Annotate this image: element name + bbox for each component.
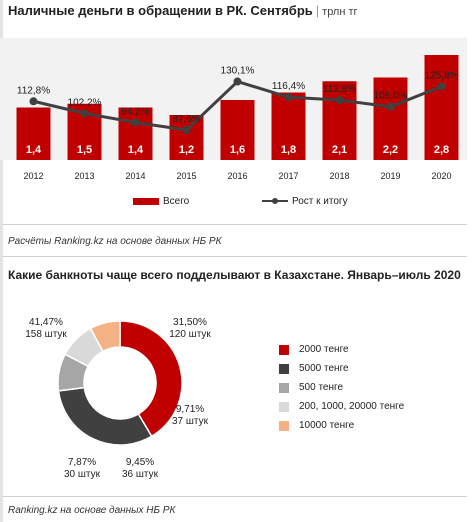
bar-2017 bbox=[271, 92, 306, 160]
legend-label: 5000 тенге bbox=[299, 363, 349, 374]
legend-swatch bbox=[279, 383, 289, 393]
title-separator: | bbox=[315, 3, 320, 18]
growth-point bbox=[437, 82, 446, 91]
growth-point bbox=[386, 102, 395, 111]
donut-slice-4 bbox=[89, 320, 121, 353]
slice-count-label: 36 штук bbox=[122, 469, 159, 480]
chart-title: Наличные деньги в обращении в РК. Сентяб… bbox=[8, 3, 313, 18]
bar-line-chart: 1,4 2012 1,5 2013 1,4 2014 1,2 2015 1,6 2016 1,8 20… bbox=[16, 55, 459, 181]
bar-value-label: 1,5 bbox=[77, 144, 92, 156]
bar-value-label: 2,8 bbox=[434, 144, 449, 156]
bar-value-label: 1,6 bbox=[230, 144, 245, 156]
bar-2014 bbox=[118, 107, 153, 160]
slice-percent-label: 31,50% bbox=[173, 317, 207, 328]
growth-value-label: 112,8% bbox=[17, 85, 50, 96]
legend-label: 500 тенге bbox=[299, 382, 344, 393]
growth-point bbox=[335, 96, 344, 105]
growth-value-label: 130,1% bbox=[221, 66, 255, 77]
year-tick-label: 2020 bbox=[431, 171, 451, 181]
donut-slice-1 bbox=[57, 386, 153, 446]
donut-slice-0 bbox=[119, 320, 183, 438]
slice-percent-label: 9,45% bbox=[126, 457, 154, 468]
legend-swatch bbox=[279, 421, 289, 431]
legend-swatch bbox=[279, 402, 289, 412]
growth-point bbox=[29, 97, 38, 106]
growth-point bbox=[284, 93, 293, 102]
legend-total: Всего bbox=[133, 196, 189, 207]
growth-point bbox=[182, 126, 191, 134]
bar-value-label: 1,4 bbox=[26, 144, 42, 156]
page-title: Наличные деньги в обращении в РК. Сентяб… bbox=[8, 3, 358, 18]
growth-value-label: 108,0% bbox=[374, 91, 408, 102]
chart-unit: трлн тг bbox=[322, 6, 358, 18]
growth-value-label: 125,8% bbox=[425, 70, 459, 81]
divider-bottom bbox=[3, 496, 467, 497]
source-note-1: Расчёты Ranking.kz на основе данных НБ Р… bbox=[8, 236, 222, 247]
divider-top bbox=[3, 224, 467, 225]
bar-2016 bbox=[220, 100, 255, 160]
growth-point bbox=[233, 77, 242, 86]
bar-value-label: 1,8 bbox=[281, 144, 296, 156]
bar-2015 bbox=[169, 115, 204, 160]
slice-count-label: 37 штук bbox=[172, 416, 209, 427]
year-tick-label: 2015 bbox=[176, 171, 196, 181]
legend-total-label: Всего bbox=[163, 196, 190, 207]
growth-value-label: 94,2% bbox=[121, 106, 149, 117]
legend-growth-marker bbox=[262, 198, 288, 205]
legend-label: 2000 тенге bbox=[299, 344, 349, 355]
growth-value-label: 87,6% bbox=[172, 114, 200, 125]
section-title: Какие банкноты чаще всего подделывают в … bbox=[8, 268, 461, 282]
year-tick-label: 2012 bbox=[23, 171, 43, 181]
growth-point bbox=[131, 118, 140, 127]
legend-label: 200, 1000, 20000 тенге bbox=[299, 401, 405, 412]
bar-2020 bbox=[424, 55, 459, 160]
year-tick-label: 2017 bbox=[278, 171, 298, 181]
slice-count-label: 30 штук bbox=[64, 469, 101, 480]
legend-swatch bbox=[279, 345, 289, 355]
bar-value-label: 2,1 bbox=[332, 144, 347, 156]
bar-2012 bbox=[16, 107, 51, 160]
growth-value-label: 116,4% bbox=[272, 81, 305, 92]
slice-count-label: 120 штук bbox=[169, 329, 211, 340]
legend-growth: Рост к итогу bbox=[262, 196, 348, 207]
slice-percent-label: 7,87% bbox=[68, 457, 96, 468]
growth-value-label: 102,2% bbox=[68, 97, 102, 108]
legend-swatch bbox=[279, 364, 289, 374]
bar-value-label: 1,2 bbox=[179, 144, 194, 156]
legend-total-swatch bbox=[133, 198, 159, 205]
year-tick-label: 2018 bbox=[329, 171, 349, 181]
bar-value-label: 1,4 bbox=[128, 144, 144, 156]
year-tick-label: 2014 bbox=[125, 171, 145, 181]
left-border bbox=[0, 0, 3, 522]
divider-middle bbox=[3, 256, 467, 257]
slice-percent-label: 9,71% bbox=[176, 404, 204, 415]
legend-label: 10000 тенге bbox=[299, 420, 355, 431]
bar-2019 bbox=[373, 77, 408, 160]
year-tick-label: 2019 bbox=[380, 171, 400, 181]
bar-2018 bbox=[322, 81, 357, 160]
bar-value-label: 2,2 bbox=[383, 144, 398, 156]
slice-percent-label: 41,47% bbox=[29, 317, 63, 328]
year-tick-label: 2016 bbox=[227, 171, 247, 181]
legend-growth-label: Рост к итогу bbox=[292, 196, 348, 207]
year-tick-label: 2013 bbox=[74, 171, 94, 181]
slice-count-label: 158 штук bbox=[25, 329, 67, 340]
source-note-2: Ranking.kz на основе данных НБ РК bbox=[8, 505, 176, 516]
growth-point bbox=[80, 109, 89, 118]
growth-value-label: 113,8% bbox=[323, 84, 356, 95]
